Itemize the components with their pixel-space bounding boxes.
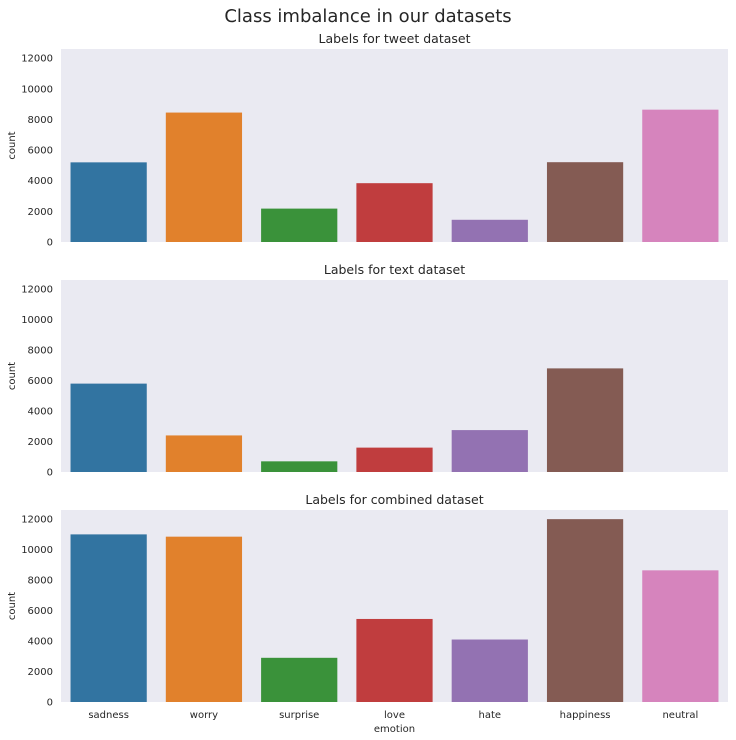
y-tick-label: 12000: [21, 285, 53, 296]
x-tick-label: sadness: [88, 710, 129, 721]
bar-happiness: [546, 519, 624, 702]
y-tick-label: 6000: [28, 606, 53, 617]
bar-sadness: [70, 383, 147, 472]
bar-love: [356, 183, 433, 242]
bar-worry: [165, 536, 243, 702]
y-axis-label: count: [7, 131, 18, 159]
y-tick-label: 4000: [28, 637, 53, 648]
y-tick-label: 8000: [28, 346, 53, 357]
y-tick-label: 6000: [28, 146, 53, 157]
chart-title: Labels for tweet dataset: [318, 31, 470, 46]
x-tick-label: love: [384, 710, 405, 721]
x-tick-label: neutral: [662, 710, 698, 721]
y-axis-label: count: [7, 592, 18, 620]
chart-panel-2: Labels for text dataset 0 2000 4000 6000 8000…: [7, 262, 728, 479]
bar-love: [356, 447, 433, 472]
x-tick-label: worry: [190, 710, 218, 721]
y-tick-label: 12000: [21, 515, 53, 526]
y-tick-label: 12000: [21, 54, 53, 65]
y-tick-label: 8000: [28, 115, 53, 126]
bar-sadness: [70, 534, 147, 702]
chart-panel-1: Labels for tweet dataset 0 2000 4000 6000 800…: [7, 31, 728, 249]
bar-sadness: [70, 162, 147, 242]
bar-hate: [451, 430, 528, 472]
bar-worry: [165, 435, 243, 472]
bar-hate: [451, 219, 528, 242]
chart-panel-3: Labels for combined dataset 0 2000 4000 6000…: [7, 492, 728, 735]
x-tick-label: hate: [479, 710, 502, 721]
y-axis-label: count: [7, 362, 18, 390]
y-tick-label: 4000: [28, 176, 53, 187]
bar-happiness: [546, 368, 624, 472]
bar-neutral: [642, 109, 719, 243]
y-tick-label: 2000: [28, 667, 53, 678]
y-tick-label: 10000: [21, 545, 53, 556]
plot-area: [61, 280, 728, 472]
bar-neutral: [642, 570, 719, 702]
x-tick-label: surprise: [279, 710, 319, 721]
bar-worry: [165, 112, 243, 242]
chart-title: Labels for text dataset: [324, 262, 465, 277]
bar-surprise: [261, 208, 338, 242]
y-tick-label: 0: [47, 468, 53, 479]
bar-hate: [451, 639, 528, 702]
figure-title: Class imbalance in our datasets: [224, 6, 511, 27]
y-tick-label: 10000: [21, 84, 53, 95]
y-tick-label: 6000: [28, 376, 53, 387]
y-tick-label: 2000: [28, 207, 53, 218]
y-tick-label: 0: [47, 698, 53, 709]
y-tick-label: 8000: [28, 576, 53, 587]
bar-love: [356, 618, 433, 702]
bar-happiness: [546, 162, 624, 242]
chart-title: Labels for combined dataset: [305, 492, 483, 507]
x-axis-label: emotion: [374, 724, 415, 735]
y-tick-label: 2000: [28, 437, 53, 448]
x-tick-label: happiness: [560, 710, 611, 721]
bar-surprise: [261, 461, 338, 472]
y-tick-label: 10000: [21, 315, 53, 326]
y-tick-label: 4000: [28, 407, 53, 418]
bar-surprise: [261, 657, 338, 702]
y-tick-label: 0: [47, 238, 53, 249]
